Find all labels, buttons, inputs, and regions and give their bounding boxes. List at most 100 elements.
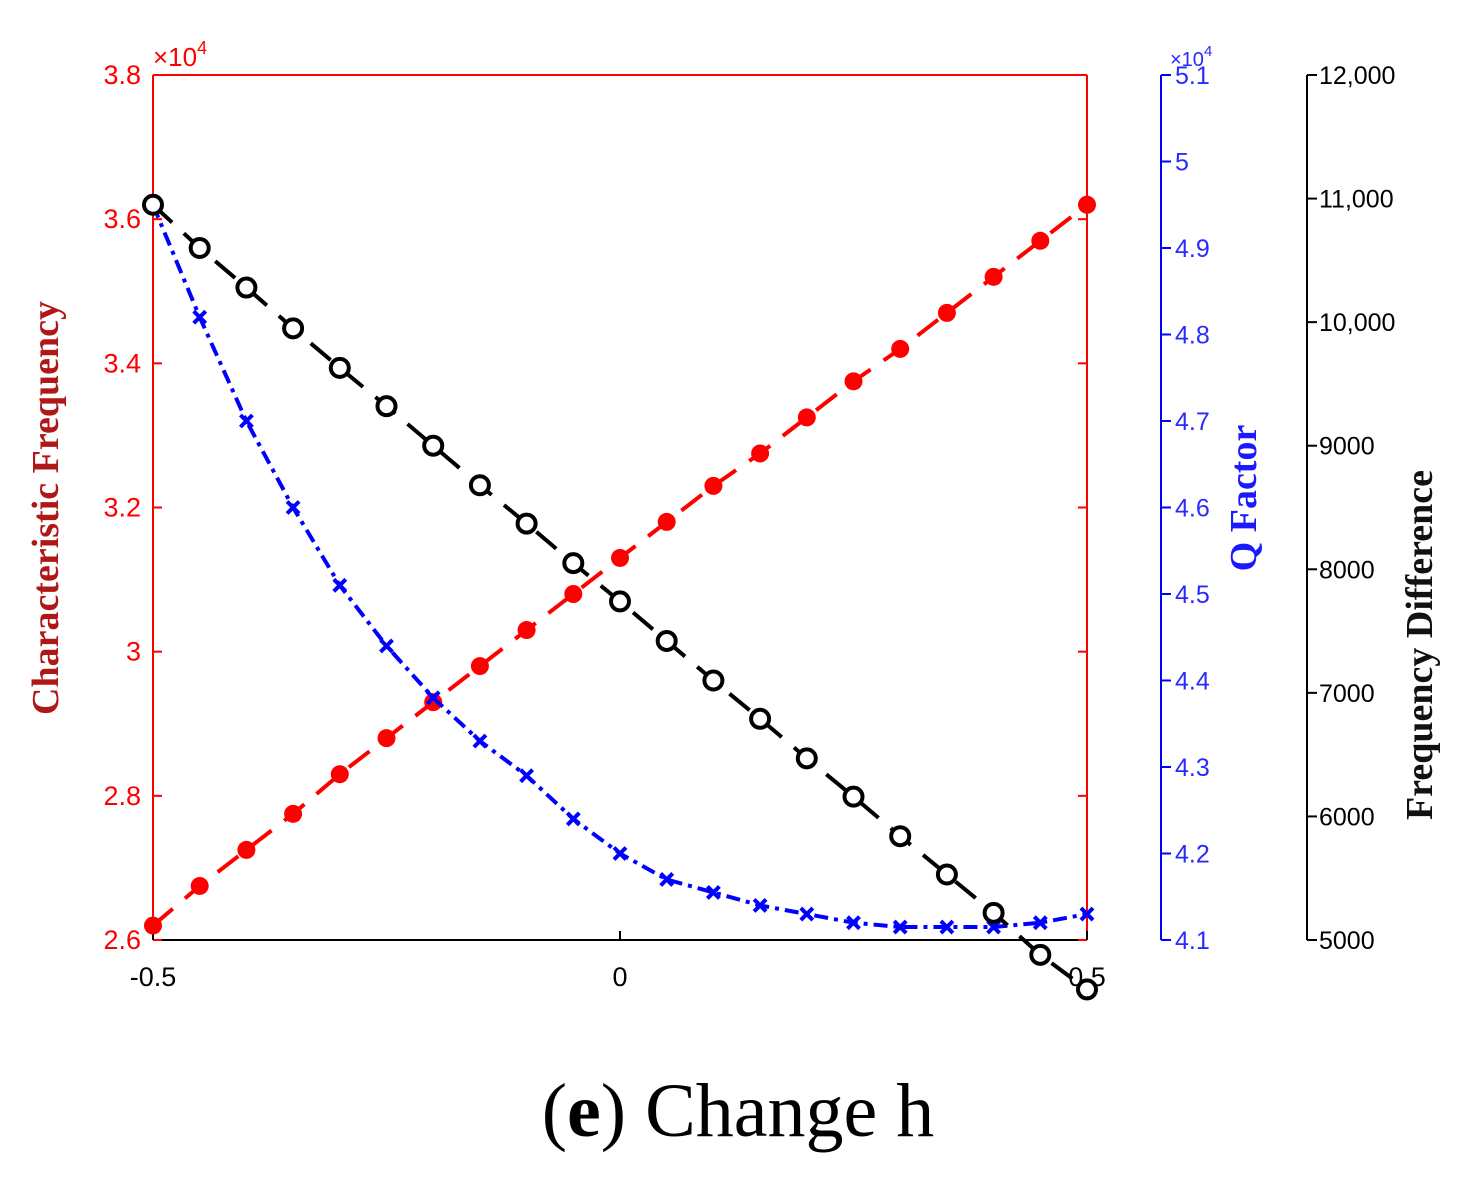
data-point [468, 474, 491, 497]
data-point [515, 512, 538, 535]
left-axis-ticks: 2.6 2.8 3 3.2 3.4 3.6 3.8 [103, 60, 1087, 955]
data-point [284, 804, 303, 823]
data-point [1032, 915, 1048, 931]
data-point [519, 768, 535, 784]
data-point [285, 500, 301, 515]
data-point [142, 193, 164, 216]
data-point [192, 309, 208, 325]
freq-diff-tick-label: 5000 [1319, 927, 1375, 955]
caption-close-paren: ) [600, 1069, 627, 1153]
data-point [611, 548, 629, 567]
q-tick-label: 4.1 [1175, 927, 1210, 955]
q-axis-label: Q Factor [1223, 425, 1265, 572]
data-point [1031, 231, 1050, 250]
data-point [659, 872, 675, 887]
data-point [375, 395, 398, 418]
data-point [655, 629, 678, 652]
data-point [842, 785, 865, 808]
data-point [982, 901, 1005, 924]
data-point [749, 707, 772, 730]
data-point [751, 444, 770, 463]
freq-diff-tick-label: 12,000 [1319, 62, 1395, 90]
data-point [564, 585, 583, 603]
data-point [328, 356, 351, 379]
data-point [517, 621, 536, 640]
data-point [612, 846, 628, 861]
data-point [1029, 943, 1052, 966]
q-tick-label: 4.8 [1175, 322, 1210, 350]
data-point [844, 372, 863, 391]
x-tick-label: 0 [612, 962, 627, 992]
data-point [377, 729, 396, 748]
data-point [795, 747, 818, 770]
data-point [188, 237, 211, 259]
q-tick-label: 5.1 [1175, 62, 1210, 90]
left-tick-label: 2.8 [103, 781, 141, 811]
q-tick-label: 4.4 [1175, 668, 1210, 696]
q-tick-label: 4.2 [1175, 841, 1210, 869]
data-point [657, 512, 676, 531]
data-point [425, 690, 441, 706]
data-point [1076, 978, 1098, 1001]
data-point [144, 916, 162, 935]
data-point [472, 733, 488, 749]
left-tick-label: 3.2 [103, 493, 141, 523]
series-characteristic-frequency [144, 195, 1096, 935]
data-point [565, 811, 581, 827]
caption-letter: e [567, 1069, 601, 1153]
left-tick-label: 3.8 [103, 60, 141, 90]
data-point [704, 476, 723, 495]
freq-diff-tick-label: 6000 [1319, 803, 1375, 831]
data-point [797, 408, 816, 427]
q-tick-label: 4.3 [1175, 754, 1210, 782]
data-point [984, 267, 1003, 286]
chart-svg: 2.6 2.8 3 3.2 3.4 3.6 3.8 4.1 4.2 4.3 4.4 4.5 4.6 4.… [25, 38, 1441, 1001]
data-point [799, 906, 815, 922]
data-point [332, 577, 348, 593]
data-point [190, 876, 209, 895]
freq-diff-axis-label: Frequency Difference [1399, 470, 1441, 820]
data-point [935, 863, 958, 886]
q-tick-label: 5 [1175, 149, 1189, 177]
freq-diff-tick-label: 11,000 [1319, 186, 1394, 214]
data-point [609, 590, 631, 613]
x-axis-ticks: -0.5 0 0.5 [130, 931, 1106, 992]
freq-diff-tick-label: 9000 [1319, 433, 1375, 461]
left-tick-label: 3 [126, 637, 141, 667]
x-tick-label: -0.5 [130, 962, 177, 992]
data-point [562, 552, 585, 575]
q-tick-label: 4.7 [1175, 408, 1210, 436]
data-point [892, 919, 908, 935]
caption-open-paren: ( [541, 1069, 568, 1153]
q-tick-label: 4.6 [1175, 495, 1210, 523]
plot-frame [152, 74, 1308, 941]
data-point [1079, 906, 1095, 922]
freq-diff-tick-label: 8000 [1319, 556, 1375, 584]
data-point [237, 840, 256, 859]
q-tick-label: 4.5 [1175, 581, 1210, 609]
data-point [379, 638, 394, 654]
data-point [235, 276, 258, 299]
left-tick-label: 3.6 [103, 204, 141, 234]
data-point [889, 825, 912, 848]
data-point [846, 915, 861, 931]
data-point [705, 885, 721, 900]
data-point [282, 317, 305, 340]
left-tick-label: 2.6 [103, 925, 141, 955]
q-axis-exponent: ×104 [1170, 43, 1212, 71]
left-axis-exponent: ×104 [153, 38, 207, 72]
freq-diff-tick-label: 10,000 [1319, 309, 1395, 337]
left-axis-label: Characteristic Frequency [25, 301, 67, 715]
data-point [424, 693, 443, 712]
data-point [470, 657, 489, 676]
data-point [937, 303, 956, 322]
left-tick-label: 3.4 [103, 348, 141, 378]
figure-caption: (e) Change h [0, 1068, 1476, 1155]
series-q-factor [145, 197, 1095, 935]
series-frequency-difference [142, 193, 1098, 1001]
freq-diff-tick-label: 7000 [1319, 680, 1375, 708]
data-point [422, 434, 445, 457]
data-point [1078, 195, 1096, 214]
data-point [752, 897, 768, 913]
data-point [238, 413, 254, 429]
